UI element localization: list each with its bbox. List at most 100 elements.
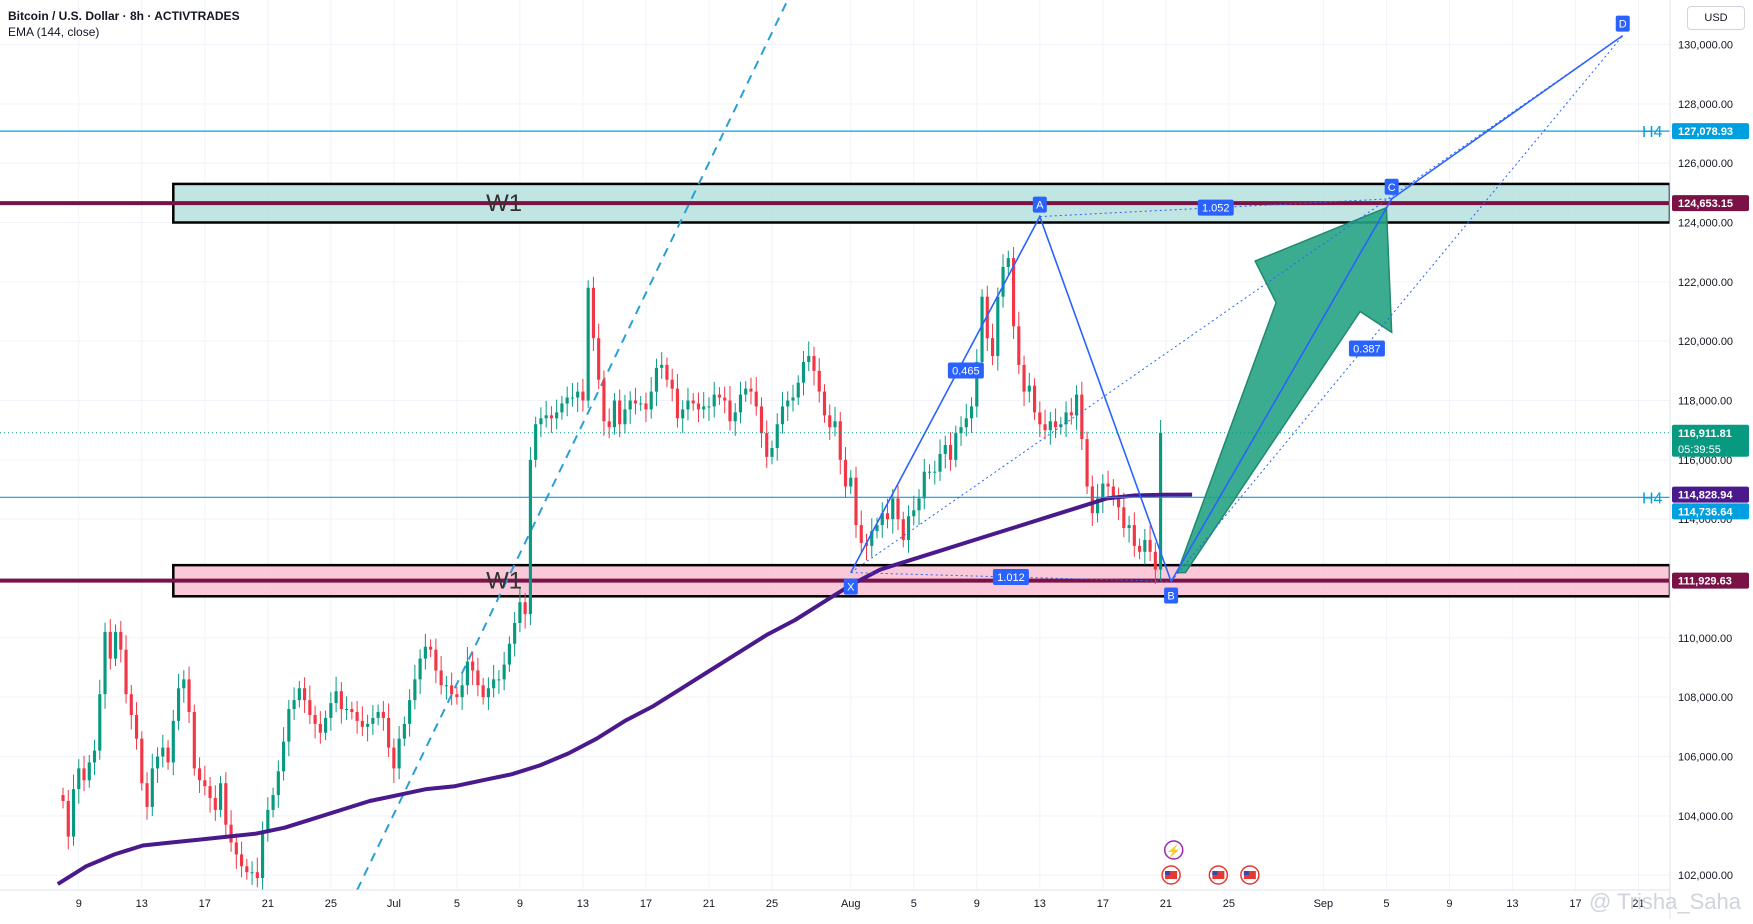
price-tag: 116,911.81 05:39:55 <box>1672 424 1749 457</box>
candle <box>917 489 921 525</box>
price-tick-label: 130,000.00 <box>1678 40 1733 52</box>
candle <box>140 731 144 791</box>
price-tag-bg <box>1672 486 1749 503</box>
candle <box>113 624 118 667</box>
harmonic-pattern: X A B C D 1.052 1.012 0.465 0.387 <box>843 15 1630 604</box>
candle-body <box>1143 539 1147 552</box>
candle-body <box>324 717 328 733</box>
candle-body <box>555 412 559 419</box>
candle-body <box>896 498 900 520</box>
candle-body <box>360 720 364 727</box>
candle-body <box>964 418 968 428</box>
candle <box>266 797 270 842</box>
candle-body <box>187 679 191 712</box>
candle <box>1143 528 1147 565</box>
candle-body <box>134 714 139 739</box>
candle-body <box>182 679 186 689</box>
candle-body <box>528 459 532 615</box>
time-tick-label: 13 <box>577 898 589 910</box>
candle <box>166 740 170 770</box>
pattern-point-label: D <box>1619 19 1627 31</box>
candle-body <box>350 709 354 712</box>
candle-body <box>1027 385 1031 392</box>
candle-body <box>497 679 501 681</box>
candle <box>849 470 853 494</box>
time-tick-label: 25 <box>1223 898 1235 910</box>
price-tick-label: 118,000.00 <box>1678 396 1732 408</box>
candle-body <box>612 400 617 428</box>
candle <box>1132 512 1136 557</box>
candles <box>61 247 1163 893</box>
candle <box>901 511 905 548</box>
us-flag-icon <box>1161 865 1181 885</box>
candle <box>303 677 307 713</box>
candle <box>896 485 900 531</box>
candle-body <box>1053 421 1058 428</box>
candle <box>92 739 97 776</box>
candle-body <box>439 670 443 686</box>
candle-body <box>313 714 317 724</box>
candle <box>1080 381 1084 451</box>
candle <box>1027 372 1031 403</box>
pattern-point-badge <box>1032 196 1047 213</box>
candle <box>912 495 916 526</box>
candle-body <box>155 756 160 769</box>
candle <box>61 787 65 809</box>
candle-body <box>1032 385 1037 413</box>
candle <box>796 375 800 405</box>
candle-body <box>717 394 722 398</box>
candle-body <box>329 703 333 718</box>
candle-body <box>234 842 238 855</box>
candle-body <box>1106 483 1110 487</box>
candle-body <box>990 338 995 356</box>
candle-body <box>576 391 580 398</box>
candle <box>733 403 737 436</box>
flag-stripes <box>1243 871 1256 879</box>
price-tag-label: 111,929.63 <box>1678 576 1732 588</box>
candle-body <box>355 712 359 721</box>
candle <box>1059 416 1063 435</box>
candle-body <box>770 447 774 457</box>
candle <box>318 711 322 744</box>
time-tick-label: 21 <box>262 898 274 910</box>
candle-body <box>408 700 412 724</box>
candle-body <box>544 415 548 419</box>
candle-body <box>654 367 659 392</box>
candle-body <box>1111 486 1115 499</box>
candle-body <box>376 712 380 718</box>
h4-level-label: H4 <box>1642 124 1663 141</box>
candle-body <box>271 795 275 810</box>
candle <box>765 420 769 468</box>
candle <box>87 755 91 788</box>
candle <box>859 510 863 553</box>
indicator-label[interactable]: EMA (144, close) <box>8 25 100 39</box>
candle <box>786 391 790 421</box>
candle-body <box>1085 439 1089 487</box>
candle-body <box>98 694 102 751</box>
candle-body <box>696 403 701 410</box>
candle <box>313 705 317 739</box>
ratio-label: 1.012 <box>997 572 1025 584</box>
pattern-point-label: A <box>1036 200 1044 212</box>
candle-body <box>481 685 485 698</box>
candle <box>1069 397 1073 425</box>
candle <box>1111 479 1115 506</box>
candle <box>1085 431 1089 494</box>
price-tick-label: 108,000.00 <box>1678 692 1733 704</box>
candle-body <box>87 762 91 781</box>
candle-body <box>602 379 606 422</box>
candle <box>1106 470 1110 498</box>
candle-body <box>833 421 837 428</box>
candle-body <box>1153 551 1157 570</box>
currency-selector[interactable]: USD <box>1687 6 1745 30</box>
candle <box>665 357 669 388</box>
candle <box>1090 475 1094 526</box>
candle <box>397 725 401 780</box>
price-tag: 114,736.64 <box>1672 503 1749 520</box>
time-tick-label: Jul <box>387 898 401 910</box>
time-tick-label: 5 <box>454 898 460 910</box>
candle <box>355 701 359 734</box>
candle-body <box>71 789 76 837</box>
